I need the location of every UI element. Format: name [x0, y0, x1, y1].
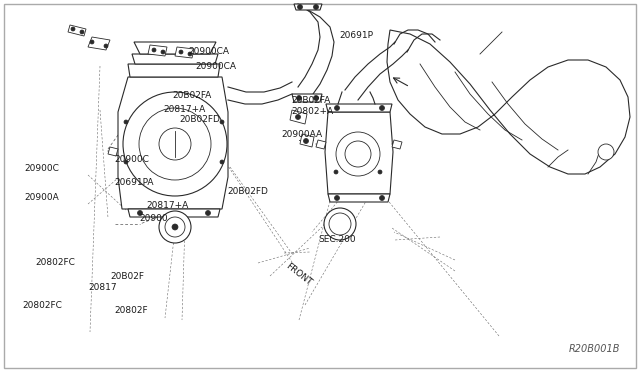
Text: 20802F: 20802F	[114, 306, 148, 315]
Polygon shape	[128, 209, 220, 217]
Text: 20802FC: 20802FC	[22, 301, 62, 310]
Circle shape	[335, 106, 339, 110]
Text: 20802+A: 20802+A	[291, 107, 333, 116]
Circle shape	[296, 115, 301, 119]
Polygon shape	[326, 104, 392, 112]
Text: 20817+A: 20817+A	[163, 105, 205, 114]
Circle shape	[380, 106, 385, 110]
Text: 20691P: 20691P	[339, 31, 373, 40]
Polygon shape	[290, 110, 307, 124]
Polygon shape	[68, 25, 86, 36]
Polygon shape	[387, 30, 630, 174]
Circle shape	[139, 108, 211, 180]
Text: 20817: 20817	[88, 283, 117, 292]
Circle shape	[598, 144, 614, 160]
Polygon shape	[175, 47, 194, 58]
Circle shape	[329, 213, 351, 235]
Circle shape	[165, 217, 185, 237]
Circle shape	[380, 196, 385, 201]
Polygon shape	[108, 147, 118, 156]
Text: 20B02FD: 20B02FD	[179, 115, 220, 124]
Circle shape	[220, 160, 224, 164]
Circle shape	[188, 52, 192, 56]
Circle shape	[138, 211, 143, 215]
Circle shape	[159, 211, 191, 243]
Polygon shape	[132, 54, 218, 64]
Circle shape	[314, 4, 319, 10]
Circle shape	[80, 30, 84, 34]
Text: 20900CA: 20900CA	[189, 47, 230, 56]
Polygon shape	[148, 45, 167, 56]
Circle shape	[152, 48, 156, 52]
Circle shape	[378, 170, 382, 174]
Polygon shape	[118, 77, 228, 209]
Circle shape	[71, 27, 75, 31]
Circle shape	[159, 128, 191, 160]
Circle shape	[123, 92, 227, 196]
Text: 20B02F: 20B02F	[110, 272, 144, 280]
Circle shape	[124, 120, 128, 124]
Text: 20691PA: 20691PA	[114, 178, 154, 187]
Text: R20B001B: R20B001B	[568, 344, 620, 354]
Circle shape	[345, 141, 371, 167]
Text: SEC.200: SEC.200	[319, 235, 356, 244]
Text: 20900C: 20900C	[24, 164, 59, 173]
Circle shape	[104, 44, 108, 48]
Text: 20900CA: 20900CA	[195, 62, 236, 71]
Text: 20900C: 20900C	[114, 155, 148, 164]
Text: 20817+A: 20817+A	[146, 201, 188, 210]
Text: FRONT: FRONT	[284, 262, 313, 288]
Polygon shape	[328, 194, 390, 202]
Circle shape	[336, 132, 380, 176]
Circle shape	[179, 50, 183, 54]
Circle shape	[324, 208, 356, 240]
Text: 20B02FA: 20B02FA	[173, 92, 212, 100]
Polygon shape	[392, 140, 402, 149]
Circle shape	[303, 138, 308, 144]
Text: 20900: 20900	[140, 214, 168, 223]
Polygon shape	[88, 37, 110, 50]
Text: 20900A: 20900A	[24, 193, 59, 202]
Circle shape	[298, 4, 303, 10]
Text: 20B02FA: 20B02FA	[291, 96, 330, 105]
Polygon shape	[128, 64, 220, 77]
Circle shape	[296, 96, 301, 100]
Polygon shape	[300, 134, 314, 147]
Polygon shape	[294, 4, 322, 10]
Polygon shape	[316, 140, 326, 149]
Circle shape	[334, 170, 338, 174]
Polygon shape	[134, 42, 216, 54]
Text: 20B02FD: 20B02FD	[227, 187, 268, 196]
Text: 20802FC: 20802FC	[35, 258, 75, 267]
Polygon shape	[292, 94, 322, 102]
Circle shape	[335, 196, 339, 201]
Polygon shape	[325, 112, 393, 194]
Circle shape	[90, 40, 94, 44]
Circle shape	[172, 224, 178, 230]
Circle shape	[205, 211, 211, 215]
Circle shape	[314, 96, 319, 100]
Text: 20900AA: 20900AA	[282, 130, 323, 139]
Circle shape	[161, 50, 165, 54]
Circle shape	[124, 160, 128, 164]
Circle shape	[220, 120, 224, 124]
